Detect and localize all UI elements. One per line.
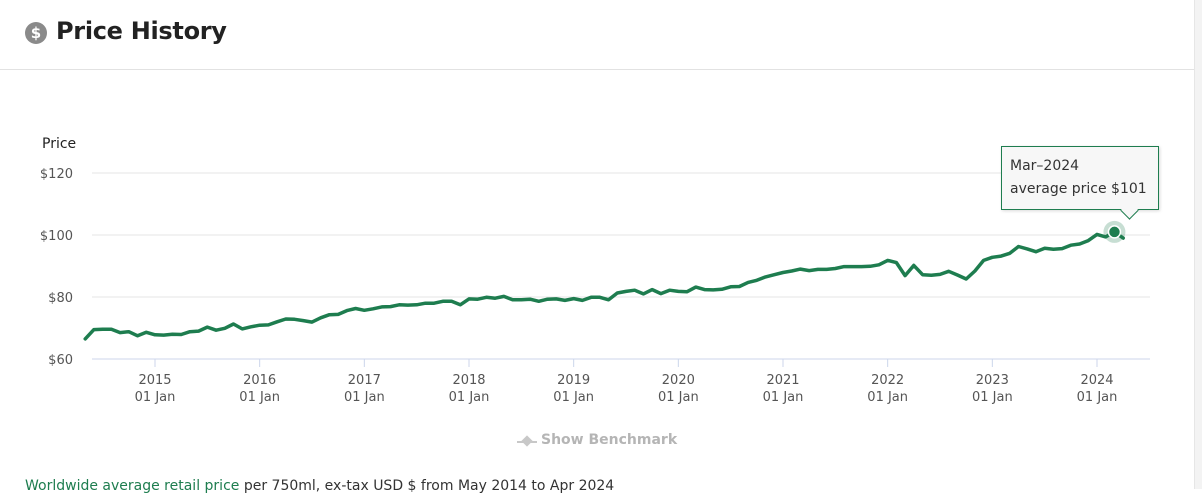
show-benchmark-label: Show Benchmark bbox=[541, 432, 678, 448]
y-tick-label: $120 bbox=[40, 167, 73, 182]
x-tick-date: 01 Jan bbox=[449, 390, 490, 405]
x-tick-date: 01 Jan bbox=[239, 390, 280, 405]
y-tick-label: $100 bbox=[40, 229, 73, 244]
x-tick-year: 2015 bbox=[138, 373, 171, 388]
scrollbar[interactable] bbox=[1194, 0, 1202, 489]
chart-tooltip: Mar–2024 average price $101 bbox=[1001, 146, 1159, 220]
x-tick-date: 01 Jan bbox=[972, 390, 1013, 405]
x-tick-year: 2021 bbox=[766, 373, 799, 388]
price-series-line bbox=[83, 230, 1125, 341]
x-tick-date: 01 Jan bbox=[867, 390, 908, 405]
caption-text: per 750ml, ex-tax USD $ from May 2014 to… bbox=[239, 478, 615, 494]
y-axis-title: Price bbox=[42, 136, 76, 152]
show-benchmark-button[interactable]: Show Benchmark bbox=[517, 432, 677, 448]
x-tick-year: 2019 bbox=[557, 373, 590, 388]
header: $ Price History bbox=[0, 0, 1194, 70]
y-tick-label: $60 bbox=[48, 353, 73, 368]
x-tick-date: 01 Jan bbox=[763, 390, 804, 405]
highlight-point bbox=[1107, 225, 1122, 239]
price-history-chart: Price $60 $80 $100 $120 2015 01 Jan 2016 01 Jan 2… bbox=[40, 136, 1150, 405]
x-tick-year: 2024 bbox=[1080, 373, 1113, 388]
y-tick-label: $80 bbox=[48, 291, 73, 306]
tooltip-price: average price $101 bbox=[1010, 181, 1147, 197]
dollar-circle-icon: $ bbox=[25, 22, 47, 44]
worldwide-price-link[interactable]: Worldwide average retail price bbox=[25, 478, 240, 494]
x-tick-date: 01 Jan bbox=[553, 390, 594, 405]
tooltip-date: Mar–2024 bbox=[1010, 158, 1080, 174]
x-tick-date: 01 Jan bbox=[344, 390, 385, 405]
x-tick-year: 2022 bbox=[871, 373, 904, 388]
x-tick-year: 2020 bbox=[662, 373, 695, 388]
x-tick-year: 2017 bbox=[348, 373, 381, 388]
page-title: Price History bbox=[56, 17, 227, 45]
chart-caption: Worldwide average retail price per 750ml… bbox=[25, 478, 614, 494]
x-tick-date: 01 Jan bbox=[1077, 390, 1118, 405]
x-tick-date: 01 Jan bbox=[658, 390, 699, 405]
x-tick-year: 2016 bbox=[243, 373, 276, 388]
x-tick-year: 2023 bbox=[976, 373, 1009, 388]
x-tick-year: 2018 bbox=[452, 373, 485, 388]
x-tick-date: 01 Jan bbox=[135, 390, 176, 405]
